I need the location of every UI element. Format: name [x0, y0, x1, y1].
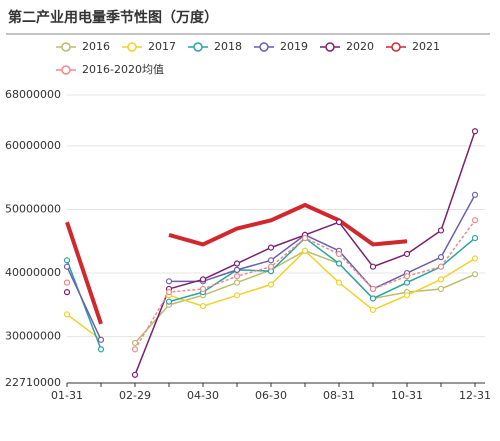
data-point: [335, 279, 343, 286]
data-point: [403, 279, 411, 286]
data-point: [369, 285, 377, 293]
data-point: [199, 276, 207, 283]
data-point: [233, 260, 241, 267]
data-point: [369, 295, 377, 302]
x-tick-label: 08-31: [323, 389, 355, 402]
legend-marker: [61, 42, 71, 52]
data-point: [369, 263, 377, 270]
legend-label: 2020: [346, 40, 374, 53]
data-point: [63, 311, 71, 318]
y-tick-label: 60000000: [5, 139, 61, 152]
series-line: [65, 203, 408, 325]
data-point: [403, 250, 411, 258]
x-tick-label: 02-29: [119, 389, 151, 402]
legend-marker: [325, 42, 335, 52]
data-point: [437, 285, 445, 293]
data-point: [233, 279, 241, 286]
data-point: [131, 371, 139, 378]
data-point: [335, 260, 343, 267]
series-line: [66, 194, 476, 341]
legend-label: 2016: [82, 40, 110, 53]
data-point: [301, 247, 309, 254]
x-tick-label: 10-31: [391, 389, 423, 402]
data-point: [267, 244, 275, 251]
data-point: [471, 255, 479, 262]
legend-marker: [259, 42, 269, 52]
data-point: [301, 234, 309, 242]
y-tick-label: 40000000: [5, 266, 61, 279]
data-point: [437, 263, 445, 270]
data-point: [267, 263, 275, 270]
data-point: [199, 303, 207, 310]
data-point: [63, 289, 71, 296]
legend-marker: [193, 42, 203, 52]
x-tick-label: 01-31: [51, 389, 83, 402]
data-point: [471, 234, 479, 242]
data-point: [97, 346, 105, 353]
chart-title: 第二产业用电量季节性图（万度）: [8, 9, 218, 26]
y-tick-label: 50000000: [5, 202, 61, 215]
data-point: [437, 276, 445, 283]
data-point: [471, 128, 479, 135]
data-point: [437, 254, 445, 261]
data-point: [471, 271, 479, 278]
data-point: [97, 336, 105, 343]
data-point: [403, 292, 411, 299]
legend-marker: [391, 42, 401, 52]
data-point: [63, 279, 71, 286]
y-tick-label: 22710000: [5, 376, 61, 389]
data-point: [233, 292, 241, 299]
data-point: [471, 217, 479, 224]
data-point: [131, 346, 139, 353]
data-point: [437, 227, 445, 234]
data-point: [131, 339, 139, 347]
data-point: [471, 191, 479, 198]
legend-label: 2019: [280, 40, 308, 53]
data-point: [165, 298, 173, 305]
data-point: [233, 266, 241, 273]
legend-label: 2021: [412, 40, 440, 53]
y-tick-label: 30000000: [5, 330, 61, 343]
series-line: [66, 237, 476, 350]
legend-label: 2016-2020均值: [82, 63, 164, 76]
legend-label: 2017: [148, 40, 176, 53]
data-point: [63, 263, 71, 270]
data-point: [369, 306, 377, 314]
legend-marker: [127, 42, 137, 52]
legend-marker: [61, 65, 71, 75]
data-point: [199, 285, 207, 293]
y-tick-label: 68000000: [5, 88, 61, 101]
data-point: [267, 257, 275, 264]
data-point: [63, 257, 71, 264]
x-tick-label: 04-30: [187, 389, 219, 402]
data-point: [267, 281, 275, 288]
x-tick-label: 12-31: [459, 389, 491, 402]
legend-label: 2018: [214, 40, 242, 53]
x-tick-label: 06-30: [255, 389, 287, 402]
data-point: [335, 250, 343, 258]
data-point: [165, 289, 173, 296]
data-point: [233, 273, 241, 280]
data-point: [403, 273, 411, 280]
data-point: [165, 278, 173, 285]
